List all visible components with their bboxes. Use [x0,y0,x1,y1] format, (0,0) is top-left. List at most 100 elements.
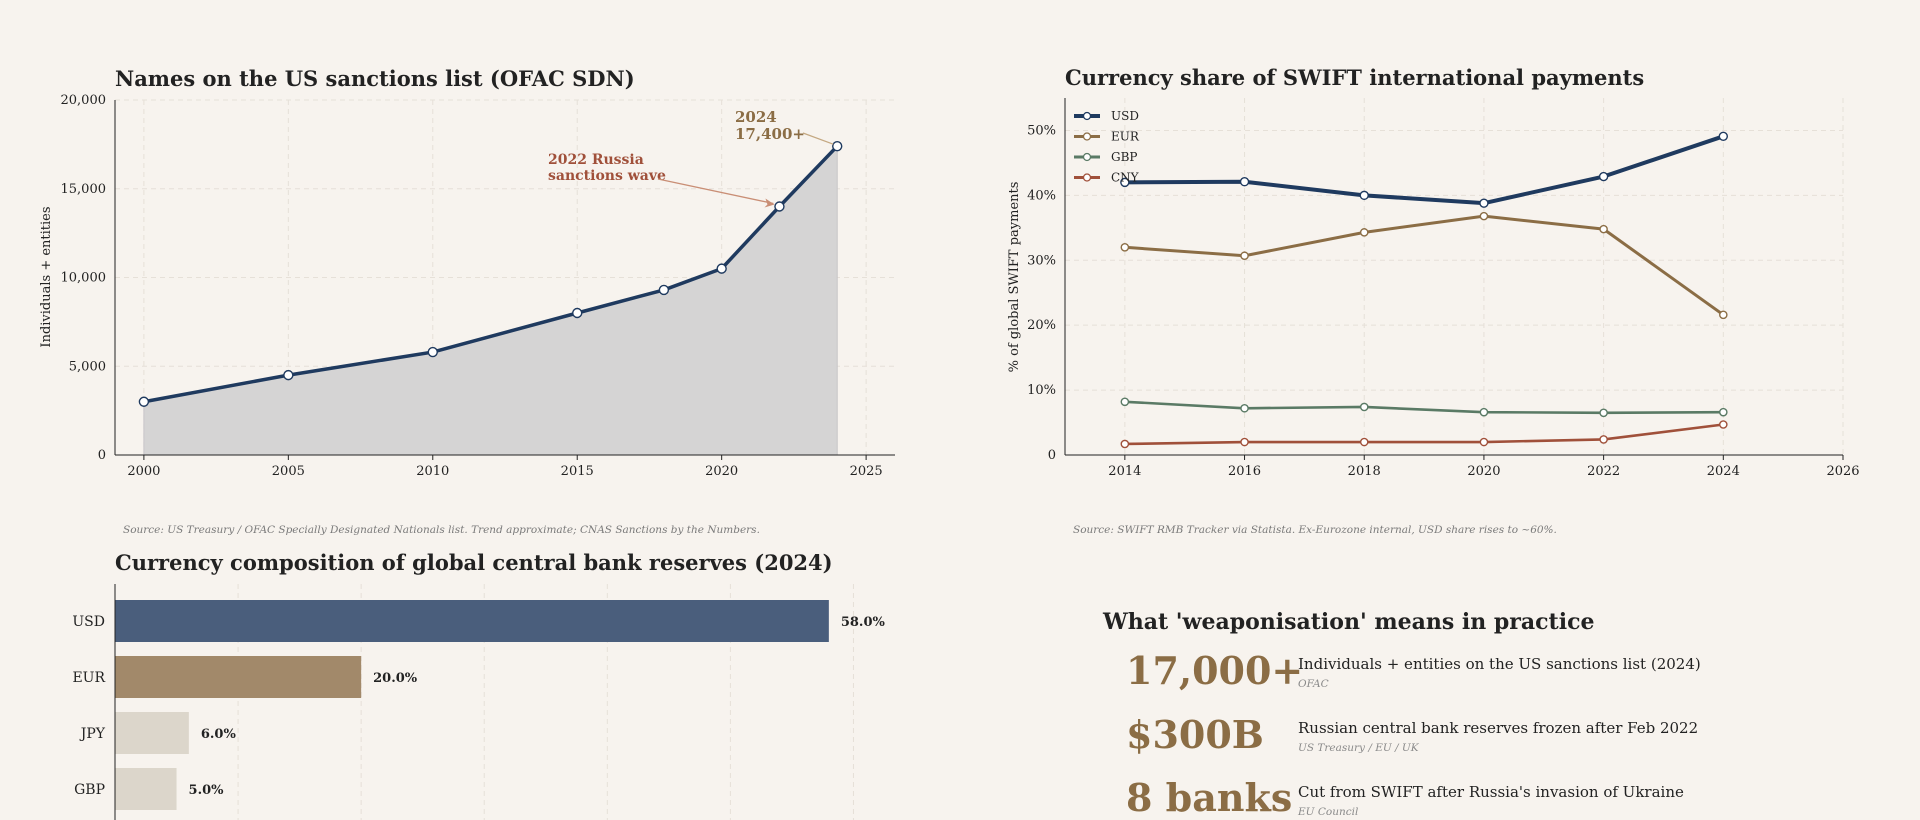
kpi-panel: What 'weaponisation' means in practice 1… [1102,609,1701,820]
area-fill [143,144,838,456]
kpi-value: $300B [1126,712,1264,757]
data-point [427,346,438,358]
sanctions-list-chart: Names on the US sanctions list (OFAC SDN… [39,66,895,536]
series-line [143,144,839,404]
series-line-gbp [1124,400,1724,415]
y-tick-label: 20% [1027,318,1056,333]
kpi-source: US Treasury / EU / UK [1298,742,1420,754]
series-line-eur [1124,214,1725,317]
legend-label: EUR [1111,130,1140,144]
y-axis-label: % of global SWIFT payments [1007,182,1022,373]
kpi-source: EU Council [1297,806,1358,818]
data-point [1599,224,1608,234]
chart-title: Currency composition of global central b… [115,550,833,575]
legend-label: GBP [1111,150,1137,164]
data-point [1120,177,1130,188]
legend-label: CNY [1111,171,1140,185]
data-point [1479,407,1489,417]
data-point [716,263,727,274]
data-point [1359,402,1369,412]
bar-gbp [115,768,177,810]
data-point [1598,171,1609,182]
data-point [572,307,583,319]
category-label: USD [72,614,105,630]
kpi-source: OFAC [1298,678,1329,690]
x-tick-label: 2025 [850,464,883,479]
bar-usd [115,600,829,642]
legend-marker [1082,152,1092,162]
data-point [283,369,294,381]
annotation-label: sanctions wave [548,168,666,184]
kpi-value: 8 banks [1126,775,1292,820]
kpi-description: Cut from SWIFT after Russia's invasion o… [1298,783,1684,801]
data-point [832,140,843,152]
annotation-arrowhead [764,198,775,208]
bar-eur [115,656,362,698]
data-point [1120,439,1130,449]
chart-source: Source: SWIFT RMB Tracker via Statista. … [1073,524,1557,536]
data-point [1240,251,1249,261]
x-tick-label: 2014 [1108,464,1141,479]
chart-source: Source: US Treasury / OFAC Specially Des… [123,524,760,536]
x-tick-label: 2020 [1467,464,1500,479]
annotation-arrow [802,132,834,145]
chart-title: Currency share of SWIFT international pa… [1065,65,1644,90]
data-point [1120,242,1130,252]
annotation-arrow [657,178,774,205]
y-tick-label: 40% [1027,188,1056,203]
data-point [1718,131,1729,141]
y-tick-label: 30% [1027,253,1056,268]
y-tick-label: 20,000 [61,93,107,108]
series-line-usd [1124,134,1724,206]
y-tick-label: 10% [1027,383,1056,398]
data-point [658,284,670,296]
data-point [1599,408,1608,418]
series-line-cny [1124,423,1724,446]
data-point [1120,397,1130,407]
kpi-item: $300B Russian central bank reserves froz… [1126,712,1698,757]
data-point [1359,228,1369,237]
legend-marker [1082,111,1092,121]
y-tick-label: 10,000 [61,271,107,286]
bar-jpy [115,712,189,754]
kpi-item: 8 banks Cut from SWIFT after Russia's in… [1126,775,1684,820]
value-label: 5.0% [189,783,225,798]
data-point [1359,437,1369,447]
category-label: GBP [74,782,105,798]
data-point [1479,437,1489,447]
data-point [1479,211,1489,221]
data-point [1359,190,1369,201]
kpi-description: Individuals + entities on the US sanctio… [1298,655,1701,673]
value-label: 58.0% [841,615,886,630]
x-tick-label: 2016 [1228,464,1261,479]
kpi-title: What 'weaponisation' means in practice [1102,609,1594,635]
data-point [1240,403,1249,413]
y-axis-label: Individuals + entities [39,206,54,347]
data-point [1719,310,1728,320]
data-point [774,201,785,212]
data-point [1240,437,1249,447]
data-point [1719,407,1728,417]
y-tick-label: 5,000 [69,359,106,374]
chart-title: Names on the US sanctions list (OFAC SDN… [115,66,635,91]
x-tick-label: 2018 [1348,464,1381,479]
y-tick-label: 0 [98,448,106,463]
annotation-label: 2022 Russia [548,152,644,168]
data-point [1599,435,1608,444]
annotation-label: 17,400+ [735,125,805,143]
x-tick-label: 2026 [1826,464,1859,479]
swift-share-chart: Currency share of SWIFT international pa… [1007,65,1860,536]
y-tick-label: 50% [1027,123,1056,138]
x-tick-label: 2015 [561,464,594,479]
y-tick-label: 0 [1048,448,1056,463]
kpi-value: 17,000+ [1126,648,1303,693]
value-label: 6.0% [201,727,237,742]
y-tick-label: 15,000 [61,182,107,197]
data-point [1719,420,1728,429]
x-tick-label: 2010 [416,464,449,479]
category-label: JPY [79,726,106,742]
kpi-description: Russian central bank reserves frozen aft… [1298,719,1698,737]
data-point [1479,198,1489,208]
x-tick-label: 2005 [272,464,305,479]
